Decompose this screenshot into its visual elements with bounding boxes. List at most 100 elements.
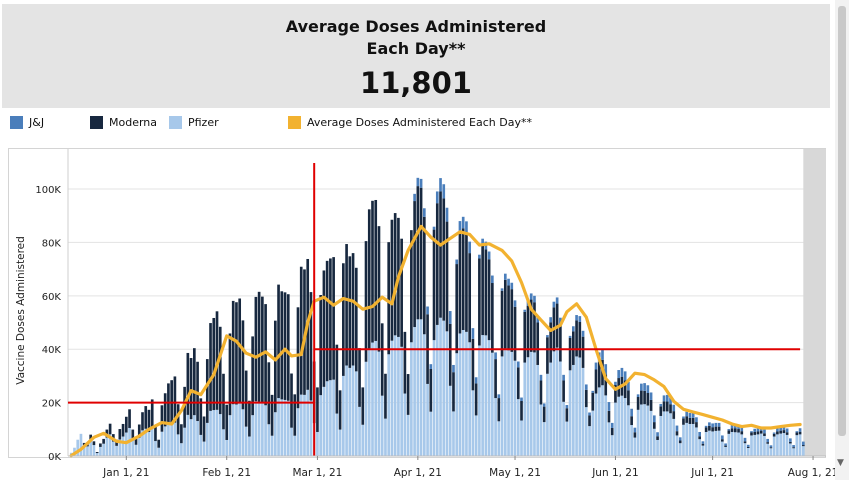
x-tick-label-3: Apr 1, 21 [394, 467, 442, 479]
bar-pfizer-15 [118, 439, 122, 456]
bar-moderna-55 [248, 400, 251, 437]
bar-jj-121 [461, 216, 465, 229]
bar-moderna-57 [254, 296, 258, 402]
bar-pfizer-207 [740, 434, 744, 456]
bar-moderna-64 [277, 284, 280, 399]
incomplete-data-shade [803, 149, 826, 456]
legend-item-jj[interactable]: J&J [10, 116, 44, 129]
legend-item-pfizer[interactable]: Pfizer [169, 116, 219, 129]
bar-pfizer-10 [102, 443, 105, 456]
bar-jj-146 [542, 403, 546, 407]
bar-pfizer-73 [306, 389, 310, 456]
bar-moderna-139 [520, 401, 523, 421]
bar-pfizer-67 [286, 400, 290, 456]
bar-jj-135 [507, 278, 510, 286]
bar-jj-225 [798, 428, 802, 432]
bar-pfizer-82 [335, 413, 339, 456]
bar-moderna-180 [652, 422, 656, 429]
bar-moderna-209 [746, 446, 750, 448]
bar-jj-158 [581, 330, 585, 337]
bar-pfizer-223 [792, 448, 795, 456]
bar-moderna-178 [646, 392, 650, 406]
bar-moderna-188 [678, 440, 682, 444]
bar-moderna-49 [228, 333, 232, 416]
x-tick-label-2: Mar 1, 21 [292, 467, 342, 479]
bar-pfizer-127 [481, 335, 484, 456]
bar-moderna-166 [607, 410, 611, 423]
bar-moderna-124 [471, 338, 475, 391]
bar-pfizer-130 [491, 352, 494, 456]
bar-pfizer-182 [659, 415, 663, 456]
bar-moderna-148 [549, 322, 552, 363]
bar-moderna-203 [727, 430, 731, 434]
bar-jj-180 [652, 415, 656, 423]
vertical-scrollbar[interactable]: ▼ [835, 0, 849, 480]
bar-pfizer-96 [380, 395, 384, 456]
bar-jj-136 [510, 282, 514, 290]
bar-jj-221 [785, 428, 789, 433]
bar-pfizer-20 [134, 444, 138, 456]
bar-jj-207 [740, 427, 744, 432]
bar-jj-187 [675, 425, 679, 432]
bar-moderna-58 [257, 291, 261, 402]
scrollbar-thumb[interactable] [838, 6, 846, 436]
bar-moderna-20 [134, 436, 138, 445]
bar-moderna-79 [325, 260, 329, 382]
bar-pfizer-104 [406, 414, 410, 456]
x-tick-label-4: May 1, 21 [489, 467, 541, 479]
bar-pfizer-201 [721, 441, 724, 456]
bar-pfizer-66 [283, 399, 287, 456]
bar-jj-150 [555, 297, 559, 304]
bar-jj-177 [643, 383, 646, 391]
bar-pfizer-186 [672, 418, 676, 456]
bar-moderna-109 [422, 216, 426, 335]
bar-pfizer-59 [261, 402, 264, 456]
bar-pfizer-88 [354, 371, 358, 456]
bar-pfizer-220 [782, 433, 786, 456]
bar-pfizer-173 [630, 425, 633, 456]
legend-item-moderna[interactable]: Moderna [90, 116, 157, 129]
bar-moderna-117 [448, 323, 452, 386]
bar-pfizer-176 [640, 404, 643, 456]
bar-jj-197 [708, 422, 711, 426]
bar-moderna-89 [358, 348, 361, 407]
legend-item-average[interactable]: Average Doses Administered Each Day** [288, 116, 532, 129]
bar-moderna-56 [251, 336, 254, 416]
bar-pfizer-163 [597, 387, 601, 456]
bar-moderna-194 [698, 436, 701, 440]
bar-pfizer-123 [468, 342, 472, 456]
bar-jj-131 [494, 352, 497, 360]
bar-pfizer-138 [516, 399, 520, 456]
bar-pfizer-155 [572, 364, 575, 456]
scroll-down-arrow-icon[interactable]: ▼ [837, 458, 844, 468]
bar-pfizer-183 [662, 411, 666, 456]
bar-moderna-106 [413, 201, 416, 328]
bar-moderna-62 [270, 394, 274, 436]
bar-jj-114 [439, 178, 442, 192]
bar-moderna-54 [244, 370, 248, 427]
legend-label-moderna: Moderna [109, 116, 158, 129]
legend-label-jj: J&J [29, 116, 45, 129]
bar-moderna-99 [390, 219, 394, 341]
bar-moderna-76 [316, 387, 319, 432]
bar-moderna-167 [610, 427, 614, 436]
bar-pfizer-185 [669, 413, 672, 456]
bar-moderna-146 [542, 406, 546, 423]
bar-jj-173 [630, 408, 633, 417]
bar-moderna-165 [604, 374, 608, 396]
bar-jj-204 [730, 424, 734, 429]
bar-pfizer-168 [614, 402, 617, 456]
bar-moderna-114 [439, 191, 442, 318]
bar-pfizer-31 [170, 423, 173, 456]
bar-jj-154 [568, 335, 572, 339]
bar-moderna-27 [157, 439, 161, 448]
bar-pfizer-146 [542, 422, 546, 456]
bar-pfizer-36 [186, 414, 190, 456]
bar-pfizer-8 [95, 453, 99, 456]
bar-moderna-214 [763, 433, 766, 436]
bar-pfizer-141 [526, 357, 530, 456]
bar-moderna-197 [708, 425, 711, 431]
bar-pfizer-110 [426, 383, 429, 456]
bar-pfizer-174 [633, 437, 637, 456]
bar-pfizer-194 [698, 439, 701, 456]
